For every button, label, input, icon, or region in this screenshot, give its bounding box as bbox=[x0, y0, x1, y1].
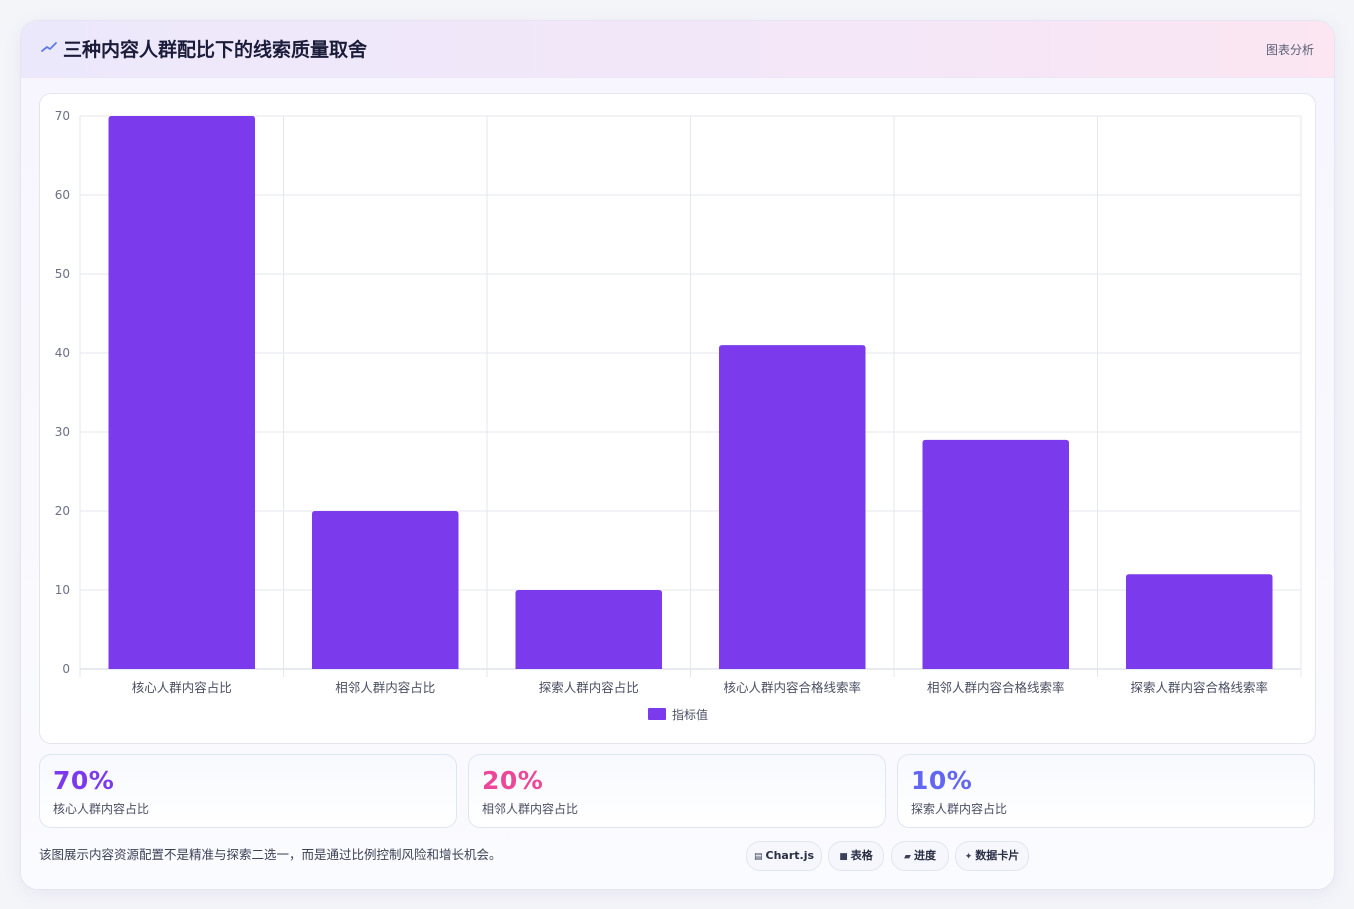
stat-label: 核心人群内容占比 bbox=[53, 802, 150, 816]
chart-icon: ▤ bbox=[753, 852, 763, 862]
pill-progress[interactable]: ▰ 进度 bbox=[891, 841, 949, 871]
pill-data-card[interactable]: ✦ 数据卡片 bbox=[955, 841, 1029, 871]
sparkline-icon bbox=[41, 42, 57, 52]
stat-label: 相邻人群内容占比 bbox=[482, 802, 579, 816]
y-tick-label: 0 bbox=[62, 662, 70, 676]
stat-value: 20% bbox=[482, 766, 544, 795]
pill-table[interactable]: ■ 表格 bbox=[828, 841, 884, 871]
y-tick-label: 30 bbox=[55, 425, 70, 439]
stat-card-explore: 10% 探索人群内容占比 bbox=[897, 754, 1315, 828]
y-tick-label: 70 bbox=[55, 109, 70, 123]
y-tick-label: 40 bbox=[55, 346, 70, 360]
pill-label: 表格 bbox=[850, 849, 873, 862]
legend-label: 指标值 bbox=[672, 707, 708, 722]
x-tick-label: 探索人群内容合格线索率 bbox=[1130, 680, 1268, 695]
stat-value: 10% bbox=[911, 766, 973, 795]
y-tick-label: 60 bbox=[55, 188, 70, 202]
y-tick-label: 50 bbox=[55, 267, 70, 281]
bar bbox=[515, 590, 663, 669]
pill-chartjs[interactable]: ▤ Chart.js bbox=[746, 841, 822, 871]
page-title: 三种内容人群配比下的线索质量取舍 bbox=[63, 39, 368, 61]
pill-label: 数据卡片 bbox=[975, 849, 1020, 862]
chart-card: 三种内容人群配比下的线索质量取舍 图表分析 0 10 20 30 40 50 60 70 核心人… bbox=[20, 20, 1335, 890]
y-tick-label: 20 bbox=[55, 504, 70, 518]
chart-panel: 0 10 20 30 40 50 60 70 核心人群内容占比 相邻人群内容占比 探索人群内容占比 核… bbox=[39, 93, 1316, 744]
bar bbox=[922, 439, 1070, 669]
x-tick-label: 相邻人群内容占比 bbox=[335, 680, 435, 695]
pill-label: Chart.js bbox=[765, 849, 815, 862]
x-tick-label: 核心人群内容合格线索率 bbox=[723, 680, 861, 695]
stat-value: 70% bbox=[53, 766, 115, 795]
x-tick-label: 核心人群内容占比 bbox=[132, 680, 232, 695]
x-tick-label: 探索人群内容占比 bbox=[539, 680, 639, 695]
bar bbox=[1125, 574, 1273, 669]
card-header: 三种内容人群配比下的线索质量取舍 图表分析 bbox=[21, 21, 1334, 78]
bar bbox=[718, 345, 866, 669]
bar-chart: 0 10 20 30 40 50 60 70 核心人群内容占比 相邻人群内容占比 探索人群内容占比 核… bbox=[55, 109, 1302, 722]
stat-card-adjacent: 20% 相邻人群内容占比 bbox=[468, 754, 886, 828]
legend-swatch bbox=[648, 708, 666, 720]
stat-label: 探索人群内容占比 bbox=[911, 802, 1008, 816]
progress-icon: ▰ bbox=[904, 852, 911, 862]
bar bbox=[108, 116, 256, 669]
sparkle-icon: ✦ bbox=[964, 852, 973, 862]
y-tick-label: 10 bbox=[55, 583, 70, 597]
stat-card-core: 70% 核心人群内容占比 bbox=[39, 754, 457, 828]
pill-label: 进度 bbox=[913, 849, 936, 862]
table-icon: ■ bbox=[839, 852, 848, 862]
bar bbox=[311, 511, 459, 669]
x-tick-label: 相邻人群内容合格线索率 bbox=[927, 680, 1065, 695]
chart-analysis-tag: 图表分析 bbox=[1265, 43, 1314, 57]
chart-footnote: 该图展示内容资源配置不是精准与探索二选一，而是通过比例控制风险和增长机会。 bbox=[39, 847, 502, 862]
